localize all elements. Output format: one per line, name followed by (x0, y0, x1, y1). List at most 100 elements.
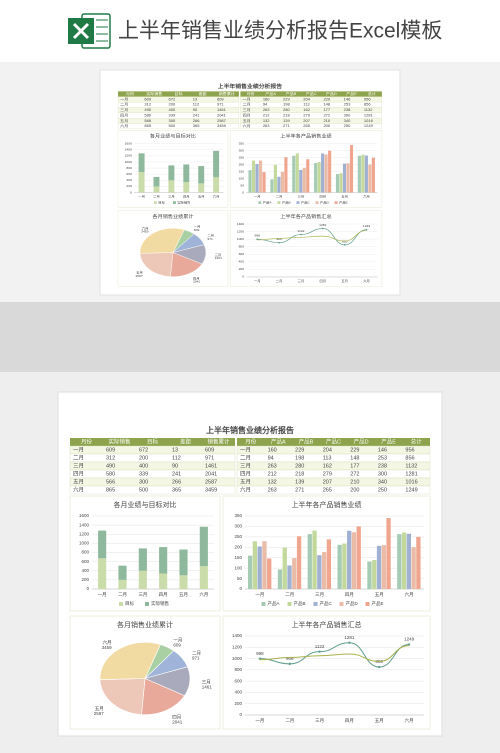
bar (98, 530, 107, 559)
table-header: 差距 (180, 437, 192, 445)
line-point (343, 244, 346, 246)
bar (401, 532, 407, 589)
data-label: 1281 (319, 223, 327, 227)
pie-slice (139, 252, 174, 277)
y-tick-label: 600 (234, 678, 242, 683)
bar (328, 150, 332, 193)
table-cell: 一月 (73, 446, 84, 453)
x-tick-label: 一月 (254, 279, 261, 283)
y-tick-label: 800 (81, 550, 89, 555)
table-cell: 3459 (205, 487, 217, 493)
table-cell: 113 (323, 455, 332, 461)
table-cell: 250 (344, 124, 351, 128)
legend-label: 实际销售 (151, 600, 169, 607)
table-header: 目标 (174, 91, 182, 96)
x-tick-label: 五月 (198, 194, 205, 198)
bar (349, 145, 354, 193)
y-tick-label: 1200 (125, 154, 133, 158)
chart-panel (222, 615, 431, 730)
table-cell: 四月 (120, 113, 128, 118)
table-row-bg (236, 445, 431, 455)
y-tick-label: 200 (126, 184, 132, 188)
pie-label: 一月 (194, 225, 201, 229)
line-point (321, 227, 324, 230)
table-row-bg (236, 469, 431, 479)
bar (371, 157, 375, 193)
y-tick-label: 0 (239, 586, 242, 591)
legend-swatch (119, 602, 123, 606)
x-tick-label: 四月 (183, 194, 190, 198)
legend-swatch (287, 602, 292, 606)
bar (321, 552, 327, 589)
pie-value-label: 971 (192, 656, 200, 661)
table-cell: 204 (303, 98, 311, 102)
table-cell: 2041 (205, 471, 217, 477)
bar (324, 154, 328, 193)
table-cell: 146 (344, 98, 351, 102)
bar (356, 526, 361, 589)
line-point (348, 641, 351, 644)
y-tick-label: 800 (239, 245, 245, 249)
table-cell: 210 (350, 479, 359, 485)
bar (277, 569, 283, 589)
y-tick-label: 600 (239, 252, 245, 256)
table-cell: 一月 (240, 446, 251, 453)
y-tick-label: 150 (239, 170, 245, 174)
table-cell: 263 (263, 124, 270, 128)
excel-icon (68, 13, 111, 49)
y-tick-label: 200 (239, 163, 245, 167)
table-cell: 250 (378, 487, 387, 493)
table-cell: 566 (106, 479, 115, 485)
table-cell: 300 (344, 114, 351, 118)
y-tick-label: 1200 (79, 531, 90, 536)
separator-band (0, 302, 500, 372)
table-cell: 五月 (240, 478, 251, 485)
x-tick-label: 三月 (315, 718, 324, 724)
x-tick-label: 二月 (285, 592, 294, 598)
pie-label: 六月 (142, 226, 149, 231)
table-cell: 162 (303, 108, 310, 112)
bar (168, 180, 175, 193)
legend-swatch (315, 201, 319, 204)
y-tick-label: 1400 (237, 222, 245, 226)
bar (287, 565, 292, 589)
table-cell: 218 (283, 114, 290, 118)
table-cell: 218 (295, 471, 304, 477)
table-cell: 300 (169, 119, 176, 123)
table-cell: 二月 (240, 454, 251, 461)
bar (248, 170, 252, 193)
table-cell: 160 (268, 447, 277, 453)
y-tick-label: 1200 (232, 644, 243, 649)
bar (198, 166, 205, 184)
pie-label: 六月 (103, 639, 112, 646)
table-header: 月份 (246, 91, 254, 96)
bar (199, 526, 208, 567)
table-cell: 200 (323, 124, 330, 128)
y-tick-label: 250 (234, 534, 242, 539)
table-cell: 340 (344, 119, 351, 123)
x-tick-label: 六月 (213, 194, 220, 199)
table-cell: 263 (263, 108, 270, 112)
table-cell: 二月 (243, 102, 251, 107)
table-cell: 112 (193, 103, 199, 107)
y-tick-label: 200 (234, 701, 242, 706)
table-header: 产品B (299, 437, 314, 445)
table-header: 差距 (199, 91, 207, 96)
table-header: 总计 (411, 437, 423, 445)
table-cell: 1132 (405, 463, 417, 469)
table-cell: 609 (205, 447, 214, 453)
table-cell: 271 (295, 487, 304, 493)
bar (179, 575, 188, 589)
table-header-bg (118, 91, 239, 97)
pie-slice (99, 642, 161, 680)
table-cell: 339 (139, 471, 148, 477)
table-cell: 279 (323, 471, 332, 477)
y-tick-label: 0 (242, 190, 244, 194)
table-header: 实际销售 (146, 91, 162, 96)
y-tick-label: 400 (81, 568, 89, 573)
y-tick-label: 1400 (125, 148, 133, 152)
pie-value-label: 2587 (94, 711, 105, 716)
table-cell: 265 (323, 487, 332, 493)
table-cell: 三月 (240, 462, 251, 469)
